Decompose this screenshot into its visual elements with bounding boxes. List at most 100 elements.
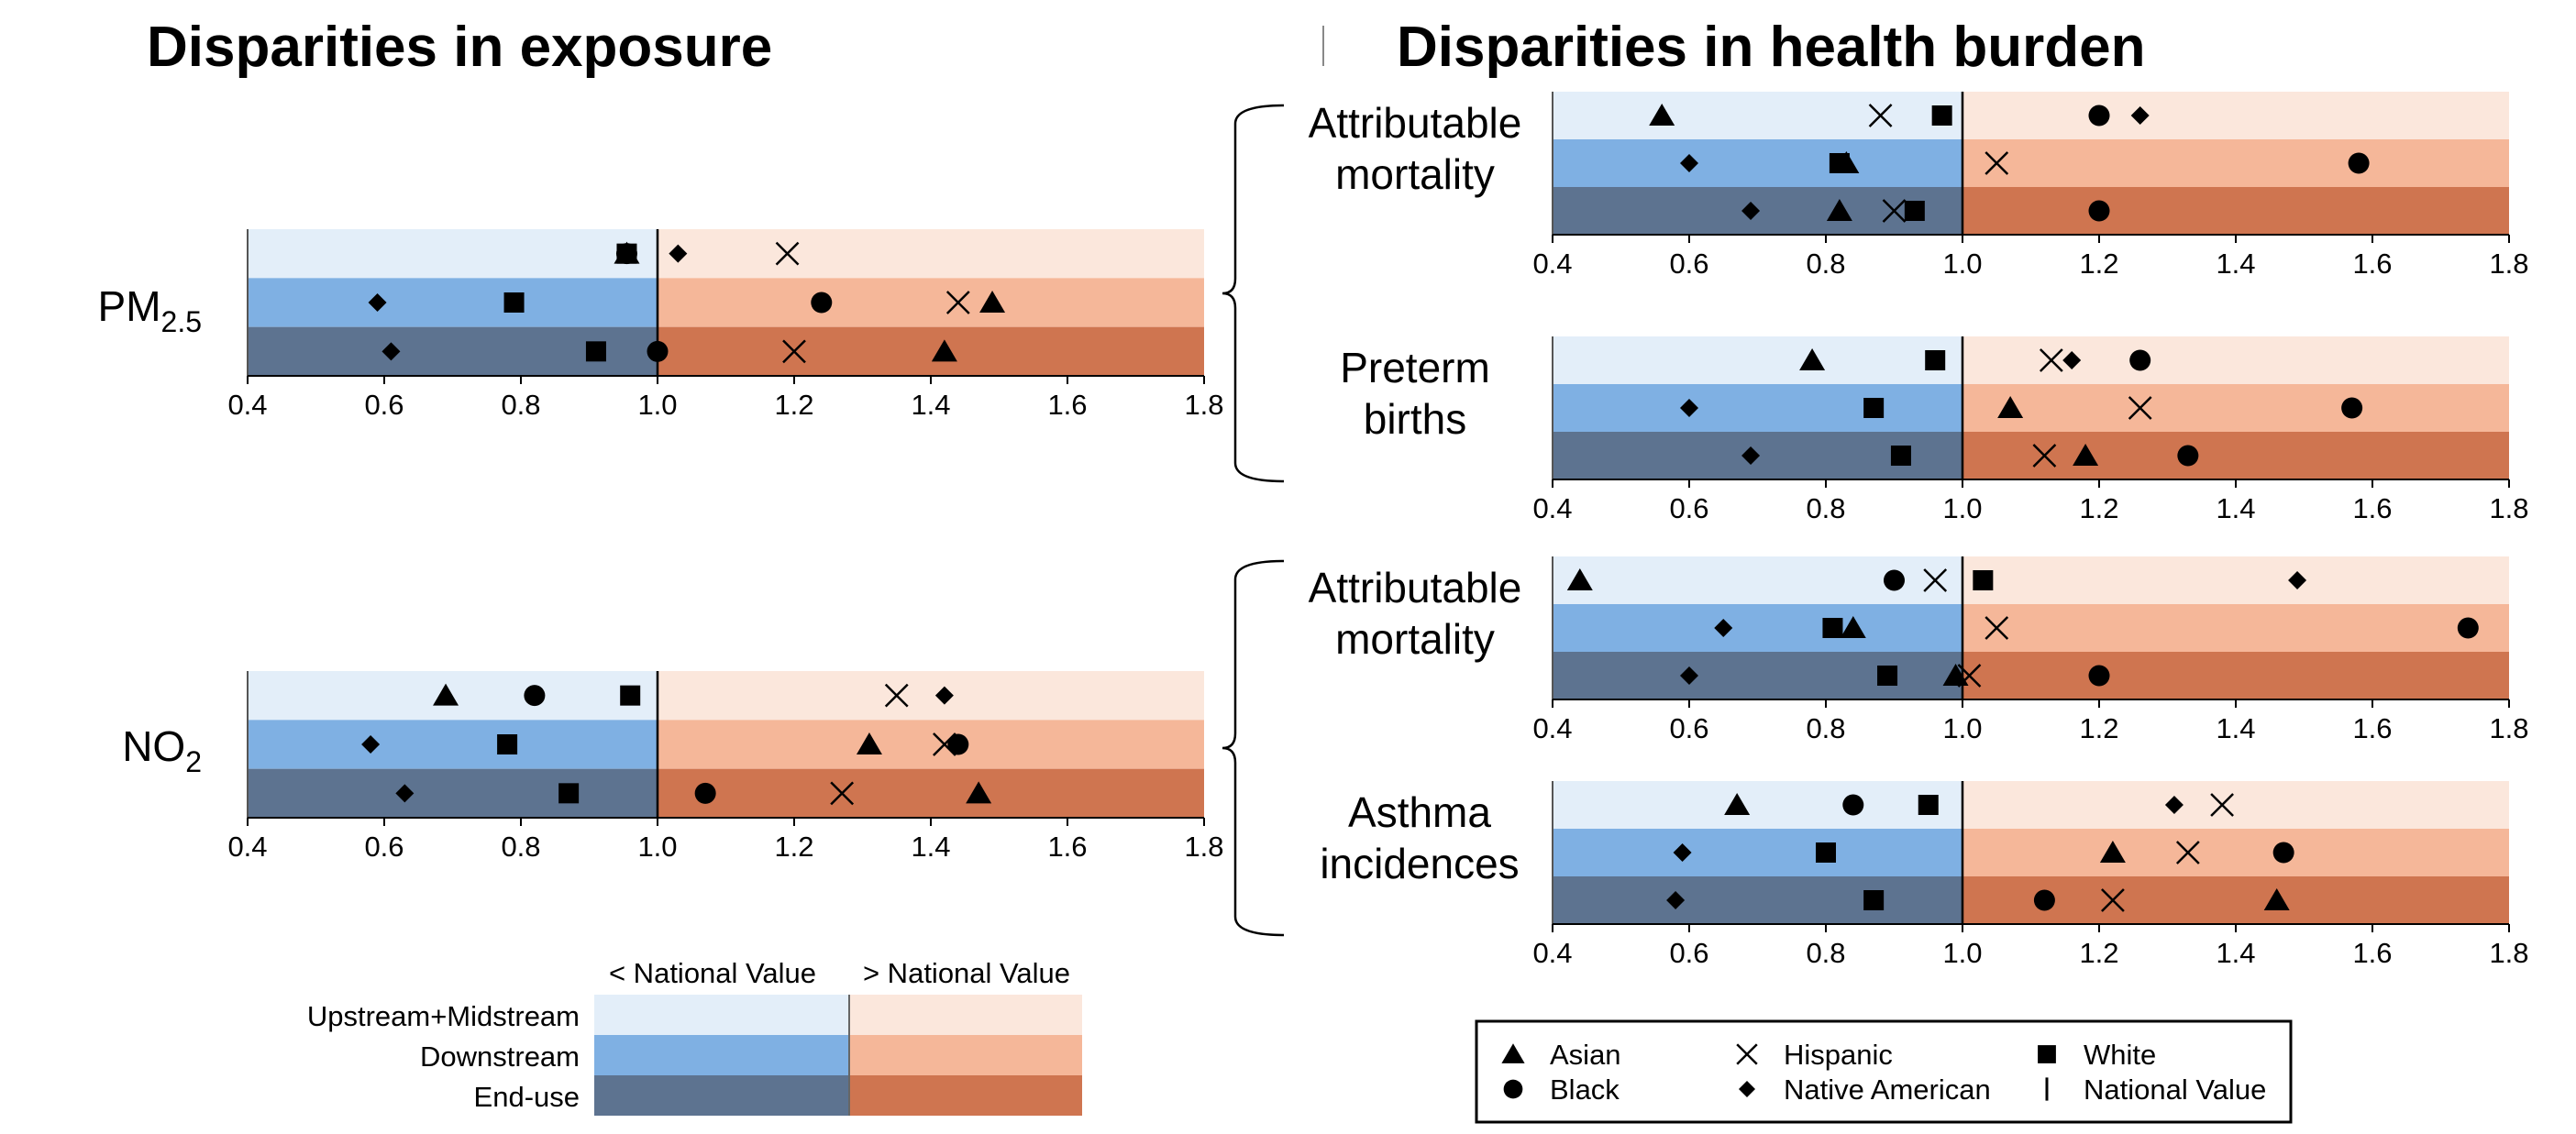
band-above-end-use	[1962, 187, 2509, 235]
marker-native-american-upstream-midstream	[669, 244, 688, 263]
marker-white-end-use	[558, 783, 580, 804]
x-tick-label: 1.0	[637, 389, 677, 421]
marker-native-american-end-use	[1680, 666, 1698, 685]
marker-native-american-upstream-midstream	[2288, 571, 2307, 589]
legend-swatch-above-end-use	[849, 1075, 1082, 1116]
x-tick-label: 0.8	[1806, 492, 1845, 524]
marker-hispanic-upstream-midstream	[1868, 104, 1893, 127]
marker-hispanic-end-use	[830, 781, 855, 806]
band-below-end-use	[248, 768, 658, 818]
band-below-downstream	[248, 278, 658, 327]
panel-5: 0.4 0.6 0.8 1.0 1.2 1.4 1.6 1.8 Asthma incidences	[1320, 781, 2529, 969]
marker-black-upstream-midstream	[2129, 349, 2151, 371]
marker-asian-downstream	[1840, 616, 1866, 638]
x-tick-label: 1.0	[1942, 492, 1982, 524]
band-above-downstream	[1962, 829, 2509, 876]
marker-black-downstream	[947, 733, 969, 755]
x-tick-label: 0.6	[364, 389, 404, 421]
x-tick-label: 0.4	[227, 831, 267, 863]
marker-hispanic-downstream	[1985, 616, 2009, 640]
marker-hispanic-end-use	[2101, 888, 2125, 912]
marker-native-american-downstream	[361, 735, 381, 754]
marker-asian-end-use	[931, 339, 957, 362]
band-below-downstream	[1553, 139, 1962, 187]
x-tick-label: 1.2	[2079, 248, 2118, 280]
marker-asian-end-use	[966, 781, 992, 804]
marker-native-american-upstream-midstream	[2164, 796, 2184, 814]
marker-hispanic-upstream-midstream	[2039, 348, 2063, 372]
legend-hispanic-label: Hispanic	[1784, 1039, 1893, 1071]
x-tick-label: 1.6	[1047, 389, 1087, 421]
band-above-end-use	[1962, 652, 2509, 699]
marker-native-american-downstream	[1673, 843, 1692, 862]
marker-asian-downstream	[856, 732, 882, 754]
marker-asian-end-use	[1826, 199, 1852, 221]
marker-black-end-use	[2088, 665, 2110, 687]
band-above-upstream-midstream	[1962, 781, 2509, 829]
panel-4: 0.4 0.6 0.8 1.0 1.2 1.4 1.6 1.8 Attributable mort…	[1309, 556, 2529, 744]
x-tick-label: 0.8	[501, 831, 540, 863]
health-burden-title: Disparities in health burden	[1397, 16, 2145, 79]
band-above-downstream	[658, 278, 1204, 327]
panel-0: 0.4 0.6 0.8 1.0 1.2 1.4 1.6 1.8 PM2.5	[98, 229, 1224, 421]
marker-native-american-downstream	[1680, 154, 1698, 172]
marker-black-downstream	[2341, 397, 2363, 419]
band-above-downstream	[1962, 604, 2509, 652]
group-brace	[1222, 104, 1285, 483]
panel-label: PM2.5	[98, 282, 202, 338]
marker-black-upstream-midstream	[2088, 105, 2110, 127]
marker-white-end-use	[585, 341, 606, 362]
x-tick-label: 1.4	[2216, 492, 2255, 524]
marker-native-american-downstream	[1714, 619, 1733, 637]
panel-label-subscript: 2.5	[161, 305, 202, 338]
marker-native-american-downstream	[1680, 399, 1698, 417]
legend-swatch-below-end-use	[594, 1075, 849, 1116]
panel-label-line: Preterm	[1340, 344, 1490, 391]
x-tick-label: 0.6	[1669, 712, 1708, 744]
x-tick-label: 1.4	[2216, 248, 2255, 280]
marker-hispanic-end-use	[1957, 664, 1982, 688]
x-tick-label: 1.4	[911, 831, 950, 863]
group-braces	[1222, 104, 1285, 937]
legend-swatch-below-downstream	[594, 1035, 849, 1075]
marker-black-upstream-midstream	[524, 685, 546, 707]
panel-2: 0.4 0.6 0.8 1.0 1.2 1.4 1.6 1.8 Attributable mort…	[1309, 92, 2529, 280]
legend-asian-icon	[1501, 1043, 1525, 1063]
marker-native-american-end-use	[1666, 891, 1686, 909]
marker-black-upstream-midstream	[1842, 794, 1864, 816]
x-tick-label: 1.2	[774, 831, 813, 863]
legend-swatch-above-upstream-midstream	[849, 995, 1082, 1035]
exposure-title: Disparities in exposure	[147, 16, 772, 79]
x-tick-label: 1.8	[1184, 831, 1223, 863]
legend-black-label: Black	[1550, 1073, 1620, 1106]
x-tick-label: 1.0	[1942, 248, 1982, 280]
band-above-upstream-midstream	[658, 229, 1204, 279]
marker-asian-end-use	[1942, 664, 1969, 686]
panel-label-line: mortality	[1335, 150, 1495, 198]
marker-asian-upstream-midstream	[433, 683, 459, 706]
x-tick-label: 1.0	[1942, 712, 1982, 744]
x-tick-label: 1.8	[2489, 492, 2528, 524]
x-tick-label: 1.4	[911, 389, 950, 421]
marker-native-american-upstream-midstream	[2062, 351, 2082, 369]
marker-native-american-end-use	[1741, 446, 1761, 465]
marker-black-upstream-midstream	[1884, 569, 1905, 591]
marker-hispanic-downstream	[1985, 151, 2009, 175]
marker-asian-end-use	[2073, 444, 2099, 466]
x-tick-label: 1.8	[2489, 937, 2528, 969]
panel-label: Preterm births	[1340, 344, 1490, 443]
marker-black-downstream	[2272, 842, 2294, 864]
x-tick-label: 0.4	[1532, 248, 1572, 280]
x-tick-label: 1.2	[774, 389, 813, 421]
panel-label-line: Attributable	[1309, 564, 1522, 611]
marker-asian-downstream	[2099, 841, 2126, 863]
panels: 0.4 0.6 0.8 1.0 1.2 1.4 1.6 1.8 PM2.5 0.4 0.6 0.8 1.…	[98, 92, 2529, 969]
x-tick-label: 1.6	[1047, 831, 1087, 863]
marker-white-upstream-midstream	[620, 685, 641, 706]
band-below-upstream-midstream	[248, 229, 658, 279]
marker-white-downstream	[1863, 398, 1885, 418]
marker-white-end-use	[1863, 890, 1885, 910]
marker-hispanic-end-use	[2032, 444, 2057, 468]
marker-black-end-use	[2033, 889, 2055, 911]
